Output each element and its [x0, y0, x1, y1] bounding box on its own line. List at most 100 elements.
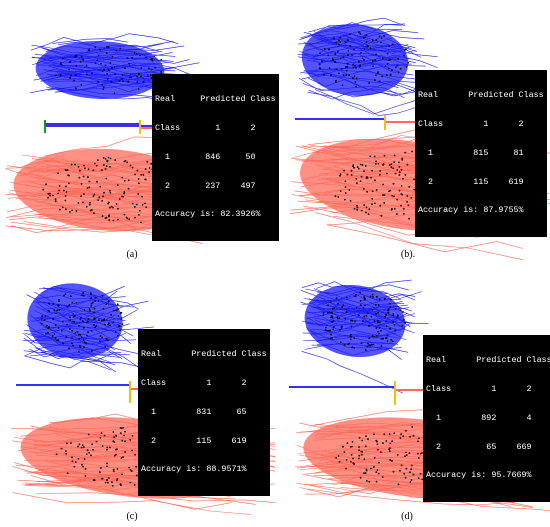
- sample-point: [410, 479, 413, 481]
- cloud-fill: [27, 283, 123, 359]
- sample-point: [47, 196, 49, 199]
- sample-point: [388, 190, 390, 193]
- sample-point: [396, 64, 399, 67]
- sample-point: [136, 75, 139, 78]
- sample-point: [331, 337, 334, 339]
- sample-point: [377, 330, 379, 333]
- sample-point: [66, 305, 69, 308]
- sample-point: [364, 165, 367, 167]
- sample-point: [94, 46, 97, 49]
- sample-point: [74, 74, 77, 77]
- sample-point: [331, 308, 334, 310]
- sample-point: [133, 206, 136, 208]
- sample-point: [102, 157, 105, 159]
- sample-point: [95, 440, 98, 443]
- sample-point: [68, 182, 70, 185]
- sample-point: [375, 313, 377, 315]
- sample-point: [121, 74, 124, 76]
- sample-point: [350, 335, 352, 338]
- sample-point: [353, 337, 356, 340]
- sample-point: [105, 177, 108, 180]
- sample-point: [374, 179, 376, 182]
- sample-point: [121, 323, 124, 325]
- sample-point: [364, 304, 366, 307]
- sample-point: [120, 317, 123, 320]
- sample-point: [66, 442, 68, 445]
- sample-point: [55, 453, 58, 456]
- sample-point: [369, 295, 372, 298]
- trace-line: [36, 305, 110, 328]
- sample-point: [101, 445, 104, 447]
- sample-point: [129, 438, 132, 441]
- sample-point: [401, 158, 404, 161]
- sample-point: [82, 465, 85, 468]
- sample-point: [377, 311, 379, 314]
- sample-point: [365, 211, 367, 214]
- sample-point: [353, 346, 356, 349]
- sample-point: [57, 339, 60, 342]
- trace-line: [301, 282, 388, 295]
- sample-point: [417, 457, 420, 459]
- sample-point: [56, 309, 59, 312]
- matrix-header-2: Class 1 2: [141, 377, 247, 388]
- sample-point: [390, 339, 393, 341]
- sample-point: [405, 451, 407, 454]
- sample-point: [82, 201, 84, 204]
- sample-point: [355, 306, 358, 309]
- sample-point: [350, 454, 353, 456]
- sample-point: [360, 342, 363, 344]
- sample-point: [353, 166, 355, 169]
- trace-line: [36, 492, 275, 504]
- sample-point: [378, 461, 380, 464]
- trace-line: [298, 77, 398, 98]
- trace-line: [29, 348, 112, 371]
- sample-point: [382, 442, 384, 445]
- sample-point: [104, 323, 106, 326]
- sample-point: [361, 439, 364, 442]
- sample-point: [383, 202, 386, 204]
- sample-point: [101, 70, 104, 73]
- sample-point: [352, 63, 355, 66]
- sample-point: [72, 315, 75, 318]
- sample-point: [130, 470, 133, 473]
- sample-point: [377, 472, 380, 475]
- trace-line: [300, 301, 395, 317]
- sample-point: [82, 292, 85, 294]
- sample-point: [109, 206, 111, 209]
- trace-line: [315, 39, 438, 57]
- sample-point: [336, 50, 339, 53]
- sample-point: [355, 178, 358, 180]
- sample-point: [148, 171, 151, 174]
- sample-point: [363, 296, 365, 298]
- sample-point: [350, 169, 353, 172]
- sample-point: [137, 193, 140, 195]
- sample-point: [367, 438, 369, 440]
- sample-point: [339, 174, 341, 177]
- trace-line: [10, 182, 171, 209]
- sample-point: [80, 446, 83, 449]
- sample-point: [118, 80, 121, 82]
- sample-point: [114, 159, 117, 162]
- sample-point: [404, 429, 407, 432]
- sample-point: [85, 453, 88, 455]
- sample-point: [74, 87, 77, 90]
- trace-line: [23, 350, 113, 362]
- sample-point: [93, 317, 96, 320]
- sample-point: [374, 304, 377, 306]
- sample-point: [121, 78, 123, 80]
- sample-point: [116, 184, 119, 187]
- sample-point: [388, 164, 391, 166]
- sample-point: [407, 204, 410, 207]
- sample-point: [363, 204, 366, 207]
- sample-point: [108, 477, 110, 479]
- sample-point: [126, 57, 129, 60]
- sample-point: [91, 443, 93, 446]
- sample-point: [77, 457, 80, 460]
- sample-point: [104, 168, 107, 170]
- sample-point: [370, 176, 373, 179]
- sample-point: [87, 49, 90, 51]
- sample-point: [393, 207, 396, 210]
- sample-point: [401, 324, 404, 327]
- sample-point: [385, 74, 388, 76]
- sample-point: [340, 327, 343, 329]
